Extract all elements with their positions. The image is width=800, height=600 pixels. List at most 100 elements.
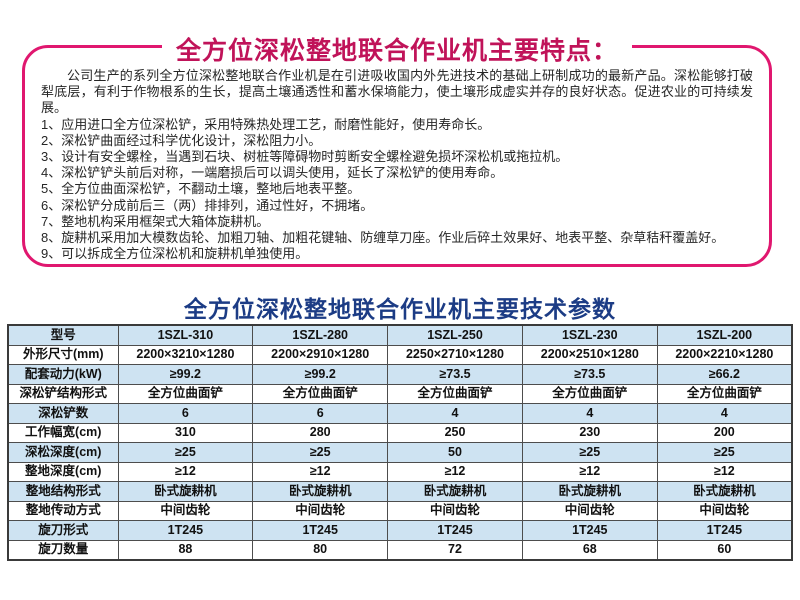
table-cell: ≥12 xyxy=(656,461,793,482)
table-row-1: 配套动力(kW) ≥99.2 ≥99.2 ≥73.5 ≥73.5 ≥66.2 xyxy=(7,364,793,385)
row-label: 深松深度(cm) xyxy=(7,442,119,463)
row-label: 工作幅宽(cm) xyxy=(7,422,119,443)
table-cell: 全方位曲面铲 xyxy=(252,383,389,404)
feature-item-2: 2、深松铲曲面经过科学优化设计，深松阻力小。 xyxy=(41,132,322,148)
feature-item-1: 1、应用进口全方位深松铲，采用特殊热处理工艺，耐磨性能好，使用寿命长。 xyxy=(41,116,491,132)
table-cell: 全方位曲面铲 xyxy=(117,383,254,404)
features-list: 1、应用进口全方位深松铲，采用特殊热处理工艺，耐磨性能好，使用寿命长。 2、深松铲… xyxy=(41,117,753,263)
table-cell: 280 xyxy=(252,422,389,443)
table-cell: 230 xyxy=(521,422,658,443)
row-label: 整地结构形式 xyxy=(7,481,119,502)
table-cell: 250 xyxy=(387,422,523,443)
feature-item-9: 9、可以拆成全方位深松机和旋耕机单独使用。 xyxy=(41,246,309,262)
col-header-5: 1SZL-200 xyxy=(656,324,793,346)
feature-item-4: 4、深松铲铲头前后对称，一端磨损后可以调头使用，延长了深松铲的使用寿命。 xyxy=(41,165,504,181)
table-cell: 中间齿轮 xyxy=(252,500,389,521)
col-header-model: 型号 xyxy=(7,324,119,346)
col-header-1: 1SZL-310 xyxy=(117,324,254,346)
feature-item-8: 8、旋耕机采用加大模数齿轮、加粗刀轴、加粗花键轴、防缠草刀座。作业后碎土效果好、… xyxy=(41,230,725,246)
row-label: 整地传动方式 xyxy=(7,500,119,521)
table-cell: 50 xyxy=(387,442,523,463)
table-row-4: 工作幅宽(cm) 310 280 250 230 200 xyxy=(7,422,793,443)
table-cell: 2200×2510×1280 xyxy=(521,344,658,365)
table-cell: 全方位曲面铲 xyxy=(656,383,793,404)
col-header-3: 1SZL-250 xyxy=(387,324,523,346)
table-cell: 1T245 xyxy=(117,520,254,541)
table-row-8: 整地传动方式 中间齿轮 中间齿轮 中间齿轮 中间齿轮 中间齿轮 xyxy=(7,500,793,521)
table-cell: 卧式旋耕机 xyxy=(521,481,658,502)
table-cell: 卧式旋耕机 xyxy=(656,481,793,502)
table-cell: 80 xyxy=(252,539,389,561)
table-cell: 中间齿轮 xyxy=(656,500,793,521)
table-cell: ≥12 xyxy=(117,461,254,482)
table-cell: ≥25 xyxy=(521,442,658,463)
row-label: 深松铲结构形式 xyxy=(7,383,119,404)
col-header-2: 1SZL-280 xyxy=(252,324,389,346)
table-cell: 全方位曲面铲 xyxy=(387,383,523,404)
table-cell: 中间齿轮 xyxy=(117,500,254,521)
table-cell: 310 xyxy=(117,422,254,443)
table-cell: 88 xyxy=(117,539,254,561)
table-cell: ≥25 xyxy=(656,442,793,463)
features-panel: 全方位深松整地联合作业机主要特点： 公司生产的系列全方位深松整地联合作业机是在引… xyxy=(22,36,772,267)
table-cell: 4 xyxy=(521,403,658,424)
table-cell: 4 xyxy=(387,403,523,424)
table-cell: 68 xyxy=(521,539,658,561)
row-label: 旋刀数量 xyxy=(7,539,119,561)
table-cell: 60 xyxy=(656,539,793,561)
table-cell: 2250×2710×1280 xyxy=(387,344,523,365)
spec-table-body: 型号 1SZL-310 1SZL-280 1SZL-250 1SZL-230 1SZL-2… xyxy=(7,324,793,561)
table-row-5: 深松深度(cm) ≥25 ≥25 50 ≥25 ≥25 xyxy=(7,442,793,463)
table-cell: ≥66.2 xyxy=(656,364,793,385)
col-header-4: 1SZL-230 xyxy=(521,324,658,346)
table-cell: 1T245 xyxy=(656,520,793,541)
feature-item-3: 3、设计有安全螺栓，当遇到石块、树桩等障碍物时剪断安全螺栓避免损坏深松机或拖拉机… xyxy=(41,149,569,165)
table-cell: 2200×2910×1280 xyxy=(252,344,389,365)
row-label: 外形尺寸(mm) xyxy=(7,344,119,365)
feature-item-5: 5、全方位曲面深松铲，不翻动土壤，整地后地表平整。 xyxy=(41,181,361,197)
table-row-3: 深松铲数 6 6 4 4 4 xyxy=(7,403,793,424)
table-cell: 72 xyxy=(387,539,523,561)
table-cell: ≥99.2 xyxy=(117,364,254,385)
table-cell: 卧式旋耕机 xyxy=(252,481,389,502)
spec-table: 型号 1SZL-310 1SZL-280 1SZL-250 1SZL-230 1SZL-2… xyxy=(7,324,793,561)
table-cell: 中间齿轮 xyxy=(521,500,658,521)
table-cell: 4 xyxy=(656,403,793,424)
specs-title: 全方位深松整地联合作业机主要技术参数 xyxy=(184,297,616,322)
table-cell: ≥99.2 xyxy=(252,364,389,385)
feature-item-7: 7、整地机构采用框架式大箱体旋耕机。 xyxy=(41,213,270,229)
table-cell: 1T245 xyxy=(252,520,389,541)
table-cell: ≥25 xyxy=(117,442,254,463)
table-cell: ≥12 xyxy=(387,461,523,482)
table-cell: 1T245 xyxy=(521,520,658,541)
table-row-6: 整地深度(cm) ≥12 ≥12 ≥12 ≥12 ≥12 xyxy=(7,461,793,482)
table-cell: ≥25 xyxy=(252,442,389,463)
features-title-text: 全方位深松整地联合作业机主要特点： xyxy=(161,36,632,68)
feature-item-6: 6、深松铲分成前后三（两）排排列，通过性好，不拥堵。 xyxy=(41,197,374,213)
table-cell: 1T245 xyxy=(387,520,523,541)
table-row-10: 旋刀数量 88 80 72 68 60 xyxy=(7,539,793,561)
table-cell: 卧式旋耕机 xyxy=(387,481,523,502)
table-header-row: 型号 1SZL-310 1SZL-280 1SZL-250 1SZL-230 1SZL-2… xyxy=(7,324,793,346)
table-cell: 卧式旋耕机 xyxy=(117,481,254,502)
table-cell: 6 xyxy=(117,403,254,424)
table-row-0: 外形尺寸(mm) 2200×3210×1280 2200×2910×1280 2250… xyxy=(7,344,793,365)
intro-paragraph: 公司生产的系列全方位深松整地联合作业机是在引进吸收国内外先进技术的基础上研制成功… xyxy=(41,68,753,116)
row-label: 整地深度(cm) xyxy=(7,461,119,482)
table-row-9: 旋刀形式 1T245 1T245 1T245 1T245 1T245 xyxy=(7,520,793,541)
features-title: 全方位深松整地联合作业机主要特点： xyxy=(25,30,769,68)
table-cell: 6 xyxy=(252,403,389,424)
table-cell: 2200×2210×1280 xyxy=(656,344,793,365)
row-label: 旋刀形式 xyxy=(7,520,119,541)
table-cell: ≥73.5 xyxy=(387,364,523,385)
table-cell: ≥73.5 xyxy=(521,364,658,385)
table-row-7: 整地结构形式 卧式旋耕机 卧式旋耕机 卧式旋耕机 卧式旋耕机 卧式旋耕机 xyxy=(7,481,793,502)
table-cell: 全方位曲面铲 xyxy=(521,383,658,404)
row-label: 深松铲数 xyxy=(7,403,119,424)
table-cell: 中间齿轮 xyxy=(387,500,523,521)
table-row-2: 深松铲结构形式 全方位曲面铲 全方位曲面铲 全方位曲面铲 全方位曲面铲 全方位曲面铲 xyxy=(7,383,793,404)
table-cell: 200 xyxy=(656,422,793,443)
table-cell: ≥12 xyxy=(252,461,389,482)
table-cell: ≥12 xyxy=(521,461,658,482)
